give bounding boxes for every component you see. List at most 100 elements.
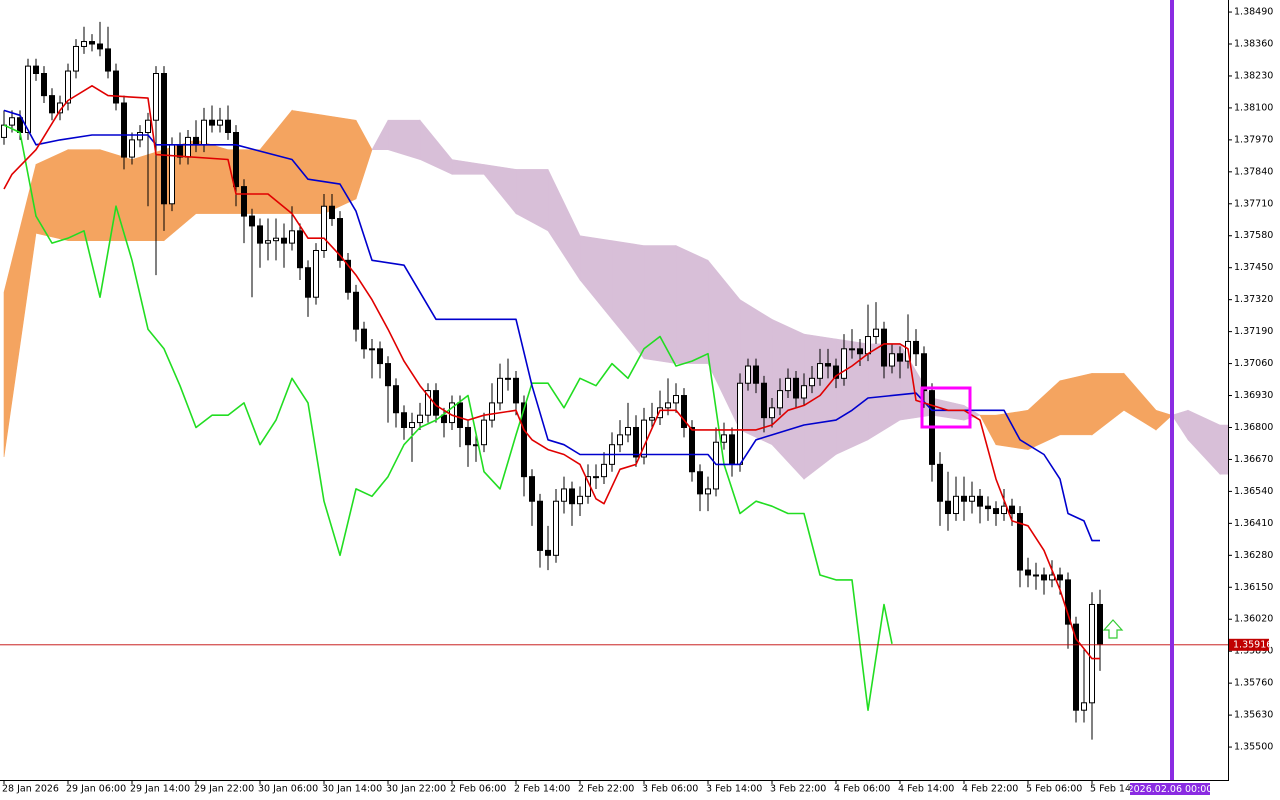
- cloud-segment: [99, 149, 133, 241]
- candle-body: [521, 402, 527, 478]
- candle-body: [417, 414, 423, 424]
- candle-body: [1057, 574, 1063, 581]
- candle-body: [273, 237, 279, 242]
- candle-body: [721, 434, 727, 443]
- candle-body: [401, 412, 407, 428]
- y-tick-label: 1.36410: [1234, 518, 1273, 529]
- candle-body: [441, 414, 447, 424]
- y-tick-label: 1.37840: [1234, 166, 1273, 177]
- candle-body: [409, 422, 415, 428]
- candle-body: [593, 476, 599, 479]
- x-tick-label: 30 Jan 14:00: [322, 784, 382, 795]
- y-tick-label: 1.36020: [1234, 614, 1273, 625]
- candle-body: [1065, 579, 1071, 625]
- candle-body: [577, 495, 583, 505]
- candle-body: [1081, 702, 1087, 711]
- candle-body: [425, 390, 431, 416]
- candle-body: [601, 463, 607, 478]
- candle-body: [97, 43, 103, 50]
- candle-body: [1097, 603, 1103, 645]
- candle-body: [305, 267, 311, 298]
- x-tick-label: 3 Feb 14:00: [706, 784, 762, 795]
- candle-body: [89, 41, 95, 45]
- candle-body: [465, 426, 471, 446]
- price-label: 1.35916: [1233, 639, 1272, 650]
- candle-body: [745, 365, 751, 384]
- candle-body: [1025, 569, 1031, 576]
- candle-body: [25, 65, 31, 133]
- candle-body: [321, 205, 327, 251]
- candle-body: [505, 377, 511, 380]
- candle-body: [689, 426, 695, 473]
- candle-body: [193, 136, 199, 146]
- up-arrow: [1102, 619, 1124, 639]
- time-label-bg: [1130, 783, 1210, 795]
- cloud-segment: [547, 169, 581, 282]
- candle-body: [921, 353, 927, 392]
- cloud-segment: [675, 245, 709, 364]
- candle-body: [889, 353, 895, 367]
- candle-body: [529, 476, 535, 502]
- cloud-segment: [611, 240, 645, 360]
- cloud-segment: [1187, 409, 1221, 475]
- x-tick-label: 4 Feb 14:00: [898, 784, 954, 795]
- time-label: 2026.02.06 00:00: [1128, 784, 1213, 795]
- x-tick-label: 2 Feb 14:00: [514, 784, 570, 795]
- candle-body: [729, 434, 735, 465]
- candle-body: [457, 402, 463, 428]
- y-tick-label: 1.37970: [1234, 134, 1273, 145]
- candle-body: [249, 215, 255, 227]
- cloud-segment: [67, 149, 101, 241]
- candle-body: [337, 218, 343, 261]
- candle-body: [257, 225, 263, 244]
- candle-body: [649, 417, 655, 421]
- cloud-segment: [291, 110, 325, 214]
- y-tick-label: 1.38490: [1234, 7, 1273, 18]
- candle-body: [1017, 513, 1023, 571]
- y-tick-label: 1.35760: [1234, 678, 1273, 689]
- x-tick-label: 29 Jan 14:00: [130, 784, 190, 795]
- candle-body: [993, 508, 999, 515]
- y-tick-label: 1.36670: [1234, 454, 1273, 465]
- candle-body: [537, 500, 543, 551]
- x-tick-label: 30 Jan 06:00: [258, 784, 318, 795]
- candle-body: [281, 237, 287, 244]
- candle-body: [769, 407, 775, 419]
- x-tick-label: 2 Feb 06:00: [450, 784, 506, 795]
- candle-body: [873, 328, 879, 338]
- candle-body: [481, 419, 487, 446]
- candle-body: [1009, 505, 1015, 515]
- cloud-segment: [35, 149, 69, 242]
- indicator-line: [3, 124, 893, 711]
- candle-body: [545, 549, 551, 556]
- cloud-segment: [1171, 409, 1189, 441]
- candle-body: [169, 144, 175, 205]
- candle-body: [329, 205, 335, 220]
- candle-body: [985, 505, 991, 510]
- y-tick-label: 1.38360: [1234, 39, 1273, 50]
- candle-body: [1001, 505, 1007, 515]
- candle-body: [761, 382, 767, 419]
- y-tick-label: 1.35890: [1234, 646, 1273, 657]
- cloud-segment: [323, 114, 357, 215]
- candle-body: [1, 124, 7, 138]
- candle-body: [777, 390, 783, 409]
- candle-body: [961, 495, 967, 502]
- x-tick-label: 2 Feb 22:00: [578, 784, 634, 795]
- candle-body: [497, 377, 503, 404]
- candle-body: [65, 70, 71, 104]
- candle-body: [1073, 623, 1079, 711]
- y-tick-label: 1.35500: [1234, 742, 1273, 753]
- cloud-segment: [931, 397, 965, 421]
- candle-body: [881, 328, 887, 367]
- highlight-box: [920, 386, 972, 429]
- cloud-segment: [771, 318, 805, 480]
- cloud-segment: [419, 119, 453, 175]
- candle-body: [841, 348, 847, 379]
- x-tick-label: 30 Jan 22:00: [386, 784, 446, 795]
- candle-body: [913, 340, 919, 355]
- candle-body: [33, 65, 39, 75]
- candle-body: [753, 365, 759, 384]
